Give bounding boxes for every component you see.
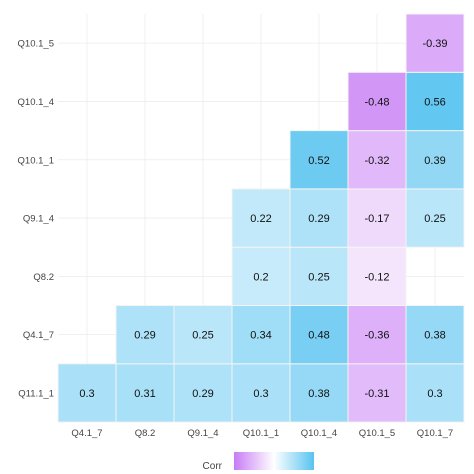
heatmap-cell bbox=[231, 246, 291, 306]
x-tick-label: Q8.2 bbox=[135, 428, 156, 439]
y-axis-tick-labels: Q11.1_1 Q4.1_7 Q8.2 Q9.1_4 Q10.1_1 Q10.1_4 Q10… bbox=[18, 39, 54, 400]
cell-value-label: 0.52 bbox=[308, 155, 329, 167]
x-tick-label: Q9.1_4 bbox=[187, 428, 218, 439]
x-tick-label: Q10.1_4 bbox=[301, 428, 337, 439]
cell-value-label: 0.34 bbox=[250, 330, 271, 342]
x-tick-label: Q10.1_7 bbox=[417, 428, 453, 439]
cell-value-label: 0.39 bbox=[424, 155, 445, 167]
cell-value-label: 0.3 bbox=[79, 388, 94, 400]
heatmap-cell bbox=[173, 363, 233, 423]
cell-value-label: 0.38 bbox=[308, 388, 329, 400]
heatmap-cells bbox=[57, 13, 465, 423]
cell-value-label: 0.56 bbox=[424, 96, 445, 108]
heatmap-cell bbox=[405, 71, 465, 132]
heatmap-cell bbox=[289, 246, 349, 306]
heatmap-cell bbox=[289, 305, 349, 365]
cell-value-label: 0.25 bbox=[308, 271, 329, 283]
heatmap-cell bbox=[347, 305, 407, 365]
x-tick-label: Q10.1_1 bbox=[243, 428, 279, 439]
cell-value-label: -0.39 bbox=[422, 38, 447, 50]
cell-value-label: 0.29 bbox=[134, 330, 155, 342]
heatmap-cell bbox=[405, 305, 465, 365]
x-tick-label: Q4.1_7 bbox=[71, 428, 102, 439]
heatmap-cell bbox=[231, 188, 291, 248]
y-tick-label: Q4.1_7 bbox=[23, 330, 54, 341]
cell-value-label: 0.3 bbox=[253, 388, 268, 400]
legend-color-bar bbox=[234, 452, 314, 470]
heatmap-cell bbox=[405, 13, 465, 73]
cell-value-label: 0.31 bbox=[134, 388, 155, 400]
cell-value-label: 0.48 bbox=[308, 330, 329, 342]
heatmap-cell bbox=[347, 363, 407, 423]
y-tick-label: Q8.2 bbox=[33, 272, 54, 283]
cell-value-label: -0.17 bbox=[364, 213, 389, 225]
heatmap-cell bbox=[405, 130, 465, 190]
heatmap-cell bbox=[115, 305, 175, 365]
cell-value-label: -0.31 bbox=[364, 388, 389, 400]
heatmap-cell bbox=[405, 188, 465, 248]
heatmap-cell bbox=[405, 363, 465, 423]
cell-value-label: 0.29 bbox=[192, 388, 213, 400]
cell-value-label: -0.48 bbox=[364, 96, 389, 108]
y-tick-label: Q9.1_4 bbox=[23, 214, 54, 225]
cell-value-label: 0.29 bbox=[308, 213, 329, 225]
y-tick-label: Q10.1_4 bbox=[18, 97, 54, 108]
cell-value-label: 0.38 bbox=[424, 330, 445, 342]
heatmap-cell bbox=[289, 188, 349, 248]
cell-value-label: 0.3 bbox=[427, 388, 442, 400]
heatmap-cell bbox=[347, 246, 407, 306]
cell-value-label: -0.36 bbox=[364, 330, 389, 342]
cell-value-label: -0.32 bbox=[364, 155, 389, 167]
cell-value-label: 0.25 bbox=[192, 330, 213, 342]
cell-value-label: 0.2 bbox=[253, 271, 268, 283]
legend-title: Corr bbox=[203, 461, 223, 472]
x-tick-label: Q10.1_5 bbox=[359, 428, 395, 439]
heatmap-cell bbox=[347, 71, 407, 132]
cropped-title-fragment bbox=[62, 0, 100, 4]
y-tick-label: Q10.1_5 bbox=[18, 39, 54, 50]
legend: Corr bbox=[203, 452, 314, 472]
cell-value-label: 0.22 bbox=[250, 213, 271, 225]
cell-value-labels: 0.3 0.31 0.29 0.3 0.38 -0.31 0.3 0.29 0.25 0.34 0.… bbox=[79, 38, 447, 400]
cell-value-label: -0.12 bbox=[364, 271, 389, 283]
y-tick-label: Q10.1_1 bbox=[18, 155, 54, 166]
x-axis-tick-labels: Q4.1_7 Q8.2 Q9.1_4 Q10.1_1 Q10.1_4 Q10.1_5 Q10… bbox=[71, 428, 453, 439]
cell-value-label: 0.25 bbox=[424, 213, 445, 225]
y-tick-label: Q11.1_1 bbox=[18, 388, 54, 399]
heatmap-cell bbox=[289, 130, 349, 190]
heatmap-cell bbox=[231, 305, 291, 365]
